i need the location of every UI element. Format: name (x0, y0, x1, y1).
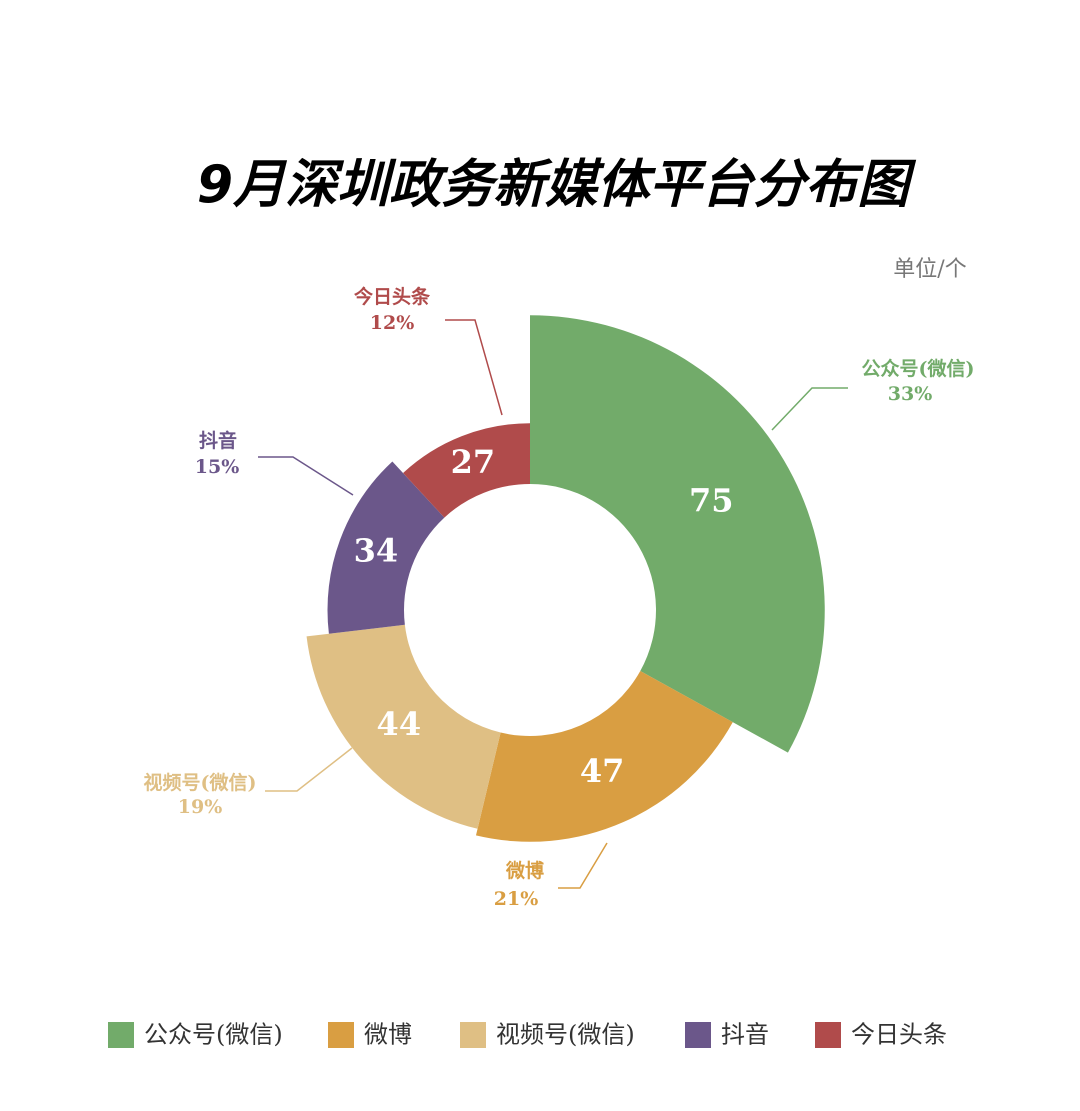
sector (530, 315, 825, 753)
legend-swatch (815, 1022, 841, 1048)
legend-label: 今日头条 (851, 1021, 947, 1049)
legend-swatch (685, 1022, 711, 1048)
leader-line (265, 747, 353, 792)
legend-label: 微博 (364, 1021, 412, 1049)
slice-percent: 21% (494, 888, 539, 910)
value-label: 27 (451, 443, 496, 481)
legend-label: 公众号(微信) (144, 1021, 283, 1049)
slice-percent: 15% (195, 456, 240, 478)
value-label: 44 (377, 705, 422, 743)
slice-name: 今日头条 (353, 285, 431, 308)
slice-name: 抖音 (199, 429, 237, 452)
slice-name: 视频号(微信) (144, 771, 257, 794)
leader-line (258, 456, 354, 496)
sector (403, 423, 530, 518)
chart-title: 9月深圳政务新媒体平台分布图 (197, 155, 917, 215)
leader-line (445, 319, 503, 416)
slice-percent: 19% (178, 796, 223, 818)
legend-label: 抖音 (721, 1021, 769, 1049)
leader-line (558, 842, 608, 889)
value-label: 75 (689, 482, 734, 520)
sector (475, 670, 733, 842)
legend-swatch (108, 1022, 134, 1048)
slice-name: 公众号(微信) (862, 357, 975, 380)
legend-swatch (328, 1022, 354, 1048)
sector (327, 461, 445, 634)
slice-percent: 33% (888, 383, 933, 405)
leader-line (771, 387, 848, 431)
value-label: 47 (580, 752, 625, 790)
sector (306, 624, 501, 829)
value-label: 34 (354, 532, 399, 570)
slice-percent: 12% (370, 312, 415, 334)
legend-label: 视频号(微信) (496, 1021, 635, 1049)
unit-label: 单位/个 (893, 257, 966, 282)
slice-name: 微博 (505, 859, 544, 882)
legend-swatch (460, 1022, 486, 1048)
